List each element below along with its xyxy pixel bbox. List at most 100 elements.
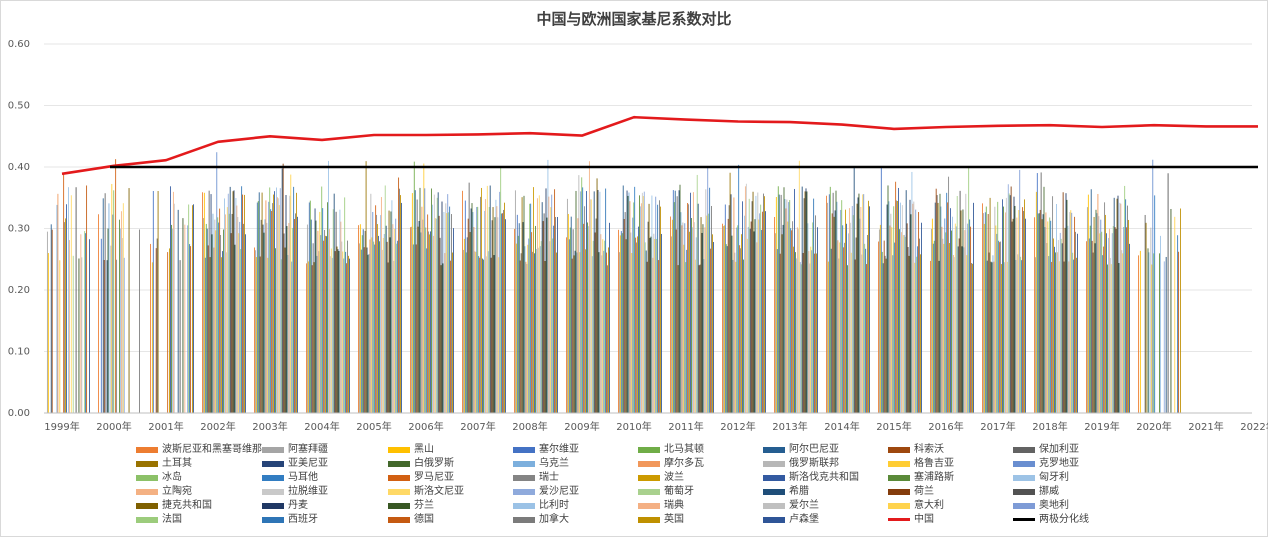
bar [1178, 251, 1180, 413]
bar [445, 203, 447, 413]
bar [685, 262, 687, 413]
bar [600, 234, 602, 413]
bar [492, 207, 494, 413]
bar [215, 230, 217, 413]
x-tick-label: 2016年 [928, 420, 963, 433]
bar [427, 214, 429, 413]
bar [1095, 209, 1097, 413]
bar [551, 194, 553, 413]
bar [367, 254, 369, 413]
bar [524, 246, 526, 413]
bar [1049, 217, 1051, 413]
bar [677, 265, 679, 413]
bar [1119, 202, 1121, 413]
bar [695, 237, 697, 413]
bar [864, 243, 866, 413]
bar [681, 225, 683, 413]
bar [486, 185, 488, 413]
legend-swatch [513, 475, 535, 481]
legend-label: 北马其顿 [664, 444, 704, 455]
x-tick-label: 2001年 [148, 420, 183, 433]
bar [910, 214, 912, 413]
legend-swatch [513, 517, 535, 523]
x-tick-label: 2009年 [564, 420, 599, 433]
bar [830, 248, 832, 413]
bar [330, 248, 332, 413]
bar [1127, 205, 1128, 413]
bar [1024, 199, 1025, 413]
bar [368, 253, 370, 413]
bar [654, 239, 656, 413]
bar [595, 218, 597, 413]
bar [1102, 255, 1104, 413]
bar [1066, 199, 1068, 413]
bar [68, 240, 70, 413]
bar [947, 202, 949, 413]
bar [1039, 209, 1041, 413]
bar [886, 204, 888, 413]
bar [297, 216, 298, 413]
bar [1090, 189, 1092, 413]
bar [831, 213, 833, 413]
bar [1114, 227, 1116, 413]
bar [807, 223, 809, 413]
legend-swatch [638, 475, 660, 481]
bar [803, 198, 805, 413]
bar [761, 229, 763, 413]
bar [845, 209, 846, 413]
bar [68, 187, 69, 413]
bar [187, 225, 189, 413]
bar [1000, 241, 1002, 413]
bar [960, 210, 962, 413]
bar [1053, 238, 1054, 413]
bar [998, 240, 1000, 413]
bar [794, 188, 795, 413]
legend-label: 西班牙 [288, 514, 318, 525]
bar [965, 193, 967, 413]
bar [774, 233, 776, 413]
bar [917, 246, 919, 413]
bar [1147, 248, 1149, 413]
bar [204, 257, 206, 413]
bar [840, 209, 842, 413]
bar [522, 222, 524, 413]
bar [1106, 233, 1107, 413]
bar [1037, 213, 1039, 413]
bar [728, 205, 730, 413]
bar [472, 212, 474, 413]
bar [1018, 210, 1020, 413]
bar [1047, 221, 1049, 413]
bar [657, 204, 659, 413]
legend-label: 两极分化线 [1039, 514, 1089, 525]
bar [495, 199, 497, 413]
bar [286, 226, 288, 413]
bar [106, 260, 108, 413]
legend-label: 俄罗斯联邦 [789, 458, 839, 469]
bar [938, 260, 940, 413]
bar [702, 224, 704, 413]
bar [588, 161, 590, 413]
bar [722, 226, 724, 413]
bar [865, 248, 867, 413]
bar [380, 215, 381, 413]
bar [444, 253, 446, 413]
x-tick-label: 2002年 [200, 420, 235, 433]
bar [317, 230, 319, 413]
bar [631, 252, 633, 413]
legend-label: 亚美尼亚 [288, 458, 328, 469]
bar [675, 229, 677, 413]
bar [100, 238, 102, 413]
bar [755, 195, 757, 413]
legend-label: 英国 [664, 514, 684, 525]
bar [328, 229, 330, 413]
bar [170, 186, 171, 413]
bar [529, 203, 531, 413]
bar [749, 228, 751, 413]
bar [331, 257, 333, 413]
legend-label: 波兰 [664, 472, 684, 483]
bar [1006, 261, 1008, 413]
bar [295, 213, 296, 413]
bar [1118, 262, 1120, 413]
bar [648, 203, 650, 413]
bar [574, 250, 576, 413]
